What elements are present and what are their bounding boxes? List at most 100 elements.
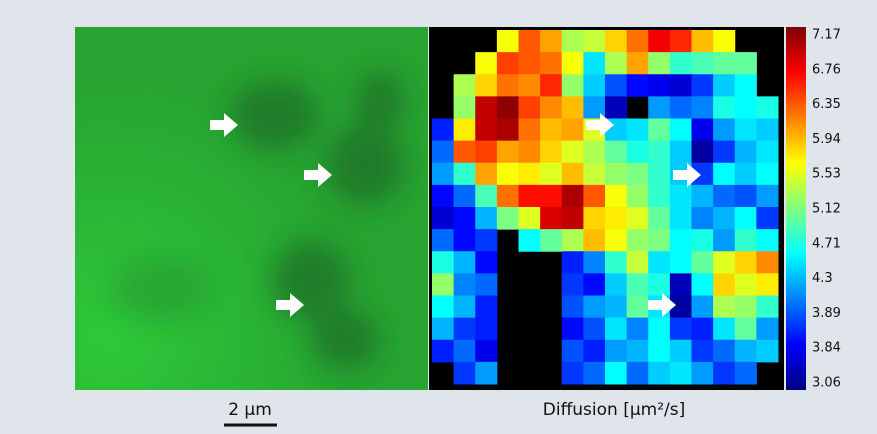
heatmap-cell (692, 340, 714, 363)
heatmap-cell (562, 229, 584, 252)
heatmap-cell (583, 229, 605, 252)
heatmap-cell (713, 30, 735, 53)
heatmap-cell (692, 251, 714, 274)
heatmap-cell (692, 318, 714, 341)
heatmap-cell (735, 96, 757, 119)
heatmap-cell (692, 185, 714, 208)
heatmap-cell (475, 207, 497, 230)
heatmap-cell (454, 340, 476, 363)
heatmap-cell (432, 119, 454, 142)
heatmap-cell (562, 251, 584, 274)
heatmap-cell (713, 273, 735, 296)
heatmap-cell (475, 52, 497, 75)
heatmap-cell (562, 141, 584, 164)
heatmap-cell (540, 119, 562, 142)
heatmap-cell (713, 74, 735, 97)
heatmap-cell (432, 141, 454, 164)
heatmap-cell (756, 251, 778, 274)
heatmap-cell (692, 296, 714, 319)
heatmap-cell (605, 52, 627, 75)
heatmap-cell (583, 141, 605, 164)
heatmap-cell (605, 251, 627, 274)
heatmap-cell (756, 163, 778, 186)
heatmap-cell (648, 251, 670, 274)
heatmap-cell (497, 207, 519, 230)
heatmap-cell (454, 273, 476, 296)
heatmap-cell (670, 229, 692, 252)
heatmap-cell (454, 207, 476, 230)
heatmap-cell (605, 30, 627, 53)
heatmap-cell (562, 362, 584, 385)
colorbar-labels: 7.176.766.355.945.535.124.714.33.893.843… (812, 28, 841, 391)
heatmap-cell (454, 296, 476, 319)
heatmap-cell (692, 229, 714, 252)
heatmap-cell (454, 251, 476, 274)
heatmap-cell (497, 141, 519, 164)
heatmap-cell (627, 52, 649, 75)
heatmap-cell (648, 163, 670, 186)
heatmap-cell (432, 318, 454, 341)
heatmap-cell (713, 52, 735, 75)
colorbar-label: 3.84 (812, 341, 841, 356)
heatmap-cell (583, 30, 605, 53)
heatmap-cell (756, 141, 778, 164)
colorbar-label: 5.53 (812, 167, 841, 182)
heatmap-cell (562, 273, 584, 296)
heatmap-cell (562, 30, 584, 53)
heatmap-cell (648, 318, 670, 341)
heatmap-cell (735, 362, 757, 385)
heatmap-cell (475, 318, 497, 341)
heatmap-cell (540, 163, 562, 186)
heatmap-cell (583, 251, 605, 274)
heatmap (432, 30, 779, 385)
heatmap-cell (756, 207, 778, 230)
heatmap-cell (454, 141, 476, 164)
heatmap-cell (692, 141, 714, 164)
colorbar-label: 5.94 (812, 132, 841, 147)
heatmap-cell (670, 251, 692, 274)
heatmap-cell (432, 185, 454, 208)
heatmap-cell (735, 273, 757, 296)
heatmap-cell (583, 52, 605, 75)
heatmap-cell (648, 273, 670, 296)
heatmap-cell (627, 273, 649, 296)
heatmap-cell (692, 74, 714, 97)
heatmap-cell (735, 119, 757, 142)
heatmap-cell (713, 163, 735, 186)
heatmap-title: Diffusion [µm²/s] (543, 400, 686, 420)
heatmap-cell (735, 52, 757, 75)
heatmap-cell (519, 229, 541, 252)
heatmap-cell (670, 119, 692, 142)
heatmap-cell (605, 163, 627, 186)
heatmap-cell (583, 185, 605, 208)
heatmap-cell (627, 207, 649, 230)
heatmap-cell (627, 229, 649, 252)
scale-bar-label: 2 µm (228, 400, 272, 420)
heatmap-cell (648, 229, 670, 252)
heatmap-cell (735, 141, 757, 164)
heatmap-cell (540, 229, 562, 252)
heatmap-cell (454, 362, 476, 385)
heatmap-cell (475, 163, 497, 186)
heatmap-cell (475, 185, 497, 208)
heatmap-cell (627, 30, 649, 53)
heatmap-cell (475, 362, 497, 385)
heatmap-cell (627, 119, 649, 142)
heatmap-cell (605, 96, 627, 119)
heatmap-cell (756, 185, 778, 208)
heatmap-cell (670, 273, 692, 296)
heatmap-cell (735, 207, 757, 230)
heatmap-cell (562, 74, 584, 97)
heatmap-cell (692, 30, 714, 53)
colorbar-label: 3.06 (812, 376, 841, 391)
heatmap-cell (627, 318, 649, 341)
heatmap-cell (519, 163, 541, 186)
heatmap-cell (562, 163, 584, 186)
heatmap-cell (583, 163, 605, 186)
heatmap-cell (583, 318, 605, 341)
heatmap-cell (432, 296, 454, 319)
heatmap-cell (756, 96, 778, 119)
heatmap-cell (605, 318, 627, 341)
heatmap-cell (735, 74, 757, 97)
heatmap-cell (670, 30, 692, 53)
